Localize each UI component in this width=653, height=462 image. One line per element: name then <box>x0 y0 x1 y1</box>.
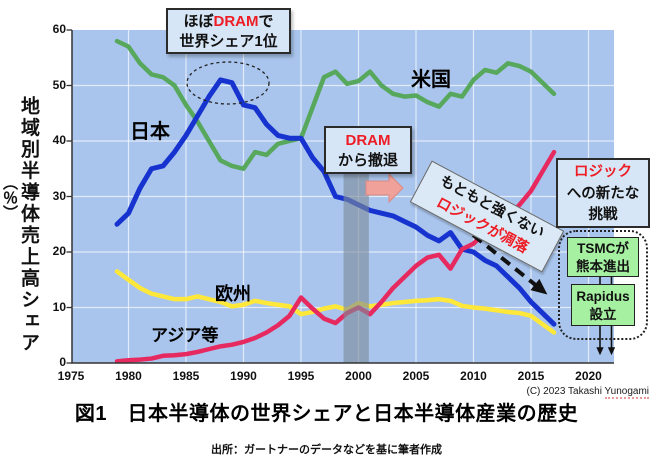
annotation-dram-exit: DRAM から撤退 <box>324 126 412 174</box>
annotation-line: から撤退 <box>337 152 398 169</box>
annotation-line: DRAM <box>345 132 391 149</box>
annotation-line: への新たな <box>566 185 640 202</box>
annotation-tsmc-kumamoto: TSMCが 熊本進出 <box>567 237 639 277</box>
y-tick-label: 30 <box>52 188 66 203</box>
annotation-rapidus: Rapidus 設立 <box>571 284 635 326</box>
annotation-line: TSMCが <box>577 241 629 256</box>
x-tick-label: 2000 <box>345 369 372 383</box>
x-tick-label: 2020 <box>575 369 602 383</box>
figure-source: 出所：ガートナーのデータなどを基に筆者作成 <box>211 444 442 456</box>
annotation-line: 設立 <box>589 307 617 322</box>
y-tick-label: 20 <box>52 244 66 258</box>
new-challenge-group-outline <box>558 230 648 340</box>
x-tick-label: 2010 <box>460 369 487 383</box>
annotation-line: Rapidus <box>576 289 630 304</box>
y-tick-label: 10 <box>52 299 66 314</box>
exit-right-arrow <box>365 172 404 204</box>
x-tick-label: 1995 <box>287 369 315 383</box>
y-axis-unit: （％） <box>1 175 18 220</box>
axes <box>66 29 614 364</box>
usa-line <box>114 38 557 171</box>
europe-line <box>114 269 557 335</box>
annotation-line: 世界シェア1位 <box>179 33 278 50</box>
x-tick-label: 1985 <box>172 369 200 383</box>
dram-exit-era-band <box>343 169 369 363</box>
annotation-line: ロジック <box>574 164 632 180</box>
annotation-logic-challenge: ロジック への新たな 挑戦 <box>556 158 650 228</box>
japan-line <box>114 77 557 327</box>
x-tick-label: 1975 <box>57 369 85 383</box>
x-tick-label: 2015 <box>517 369 545 383</box>
x-tick-label: 1990 <box>230 369 257 383</box>
x-tick-label: 1980 <box>115 369 142 383</box>
y-tick-label: 0 <box>59 355 66 369</box>
peak-highlight-ellipse <box>186 61 270 105</box>
annotation-dram-top-share: ほぼDRAMで 世界シェア1位 <box>166 8 291 54</box>
annotation-line: 挑戦 <box>588 207 618 223</box>
annotation-line: ほぼDRAMで <box>183 13 274 30</box>
y-tick-label: 40 <box>52 133 66 147</box>
y-tick-label: 60 <box>52 22 66 36</box>
japan-series-label: 日本 <box>130 121 170 143</box>
asia-series-label: アジア等 <box>151 326 219 345</box>
usa-series-label: 米国 <box>411 69 451 91</box>
figure-caption: 図1 日本半導体の世界シェアと日本半導体産業の歴史 <box>74 403 579 425</box>
copyright-note: (C) 2023 Takashi Yunogami <box>526 386 649 399</box>
x-tick-label: 2005 <box>402 369 430 383</box>
y-axis-title: 地域別半導体売上高シェア <box>18 96 39 354</box>
europe-series-label: 欧州 <box>215 284 251 304</box>
y-tick-label: 50 <box>52 77 66 92</box>
annotation-line: 熊本進出 <box>576 259 630 274</box>
